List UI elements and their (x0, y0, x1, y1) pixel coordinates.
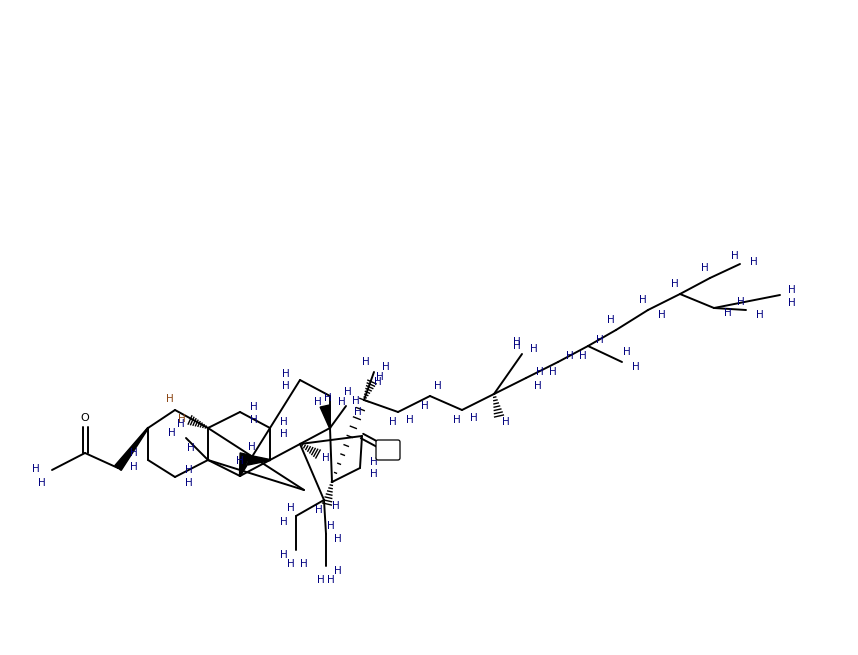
Text: H: H (382, 362, 390, 372)
Text: H: H (324, 393, 332, 403)
Text: H: H (317, 575, 325, 585)
Text: H: H (282, 381, 290, 391)
Text: H: H (300, 559, 308, 569)
Polygon shape (115, 428, 148, 470)
Text: H: H (32, 464, 39, 474)
Text: H: H (596, 335, 604, 345)
Text: H: H (287, 503, 295, 513)
Text: H: H (731, 251, 739, 261)
Text: H: H (579, 351, 587, 361)
Text: H: H (549, 367, 557, 377)
Text: H: H (724, 308, 732, 318)
Polygon shape (320, 405, 330, 428)
Text: H: H (421, 401, 429, 411)
Text: H: H (334, 534, 341, 544)
Text: H: H (38, 478, 45, 488)
Text: H: H (314, 397, 322, 407)
Text: H: H (352, 396, 360, 406)
Text: H: H (168, 428, 176, 438)
Text: O: O (384, 445, 392, 455)
Text: H: H (376, 372, 384, 382)
Text: H: H (338, 397, 346, 407)
Text: H: H (282, 369, 290, 379)
Text: H: H (737, 297, 745, 307)
Text: H: H (513, 337, 521, 347)
Text: H: H (658, 310, 666, 320)
Text: H: H (632, 362, 640, 372)
Text: H: H (513, 341, 521, 351)
Text: H: H (322, 453, 329, 463)
Text: H: H (248, 442, 256, 452)
Text: H: H (671, 279, 679, 289)
Text: H: H (236, 456, 244, 466)
Text: H: H (362, 357, 370, 367)
Text: H: H (639, 295, 647, 305)
Text: H: H (623, 347, 631, 357)
Text: H: H (434, 381, 442, 391)
Text: H: H (370, 469, 378, 479)
Text: H: H (251, 415, 258, 425)
Text: H: H (607, 315, 615, 325)
Text: H: H (370, 457, 378, 467)
Text: H: H (280, 429, 288, 439)
Polygon shape (248, 455, 270, 465)
Polygon shape (239, 453, 250, 476)
Text: H: H (334, 566, 341, 576)
Text: H: H (470, 413, 478, 423)
Text: H: H (130, 448, 138, 458)
Text: H: H (374, 377, 382, 387)
Text: H: H (536, 367, 544, 377)
Text: H: H (315, 505, 323, 515)
Text: H: H (327, 575, 335, 585)
Text: H: H (344, 387, 352, 397)
FancyBboxPatch shape (376, 440, 400, 460)
Text: H: H (327, 521, 335, 531)
Text: H: H (280, 517, 288, 527)
Text: H: H (166, 394, 174, 404)
Text: H: H (566, 351, 574, 361)
Text: H: H (502, 417, 510, 427)
Text: H: H (750, 257, 758, 267)
Text: H: H (251, 402, 258, 412)
Text: H: H (453, 415, 461, 425)
Text: H: H (530, 344, 538, 354)
Text: H: H (756, 310, 764, 320)
Text: H: H (185, 478, 193, 488)
Text: H: H (789, 285, 796, 295)
Text: H: H (287, 559, 295, 569)
Text: H: H (354, 407, 362, 417)
Text: H: H (789, 298, 796, 308)
Text: H: H (701, 263, 709, 273)
Text: H: H (390, 417, 397, 427)
Text: H: H (177, 419, 184, 429)
Text: H: H (185, 465, 193, 475)
Text: H: H (130, 462, 138, 472)
Text: H: H (178, 414, 186, 424)
Text: H: H (332, 501, 340, 511)
Text: H: H (187, 443, 195, 453)
Text: H: H (280, 417, 288, 427)
Text: H: H (280, 550, 288, 560)
Text: O: O (81, 413, 89, 423)
Text: H: H (535, 381, 542, 391)
Text: H: H (406, 415, 414, 425)
